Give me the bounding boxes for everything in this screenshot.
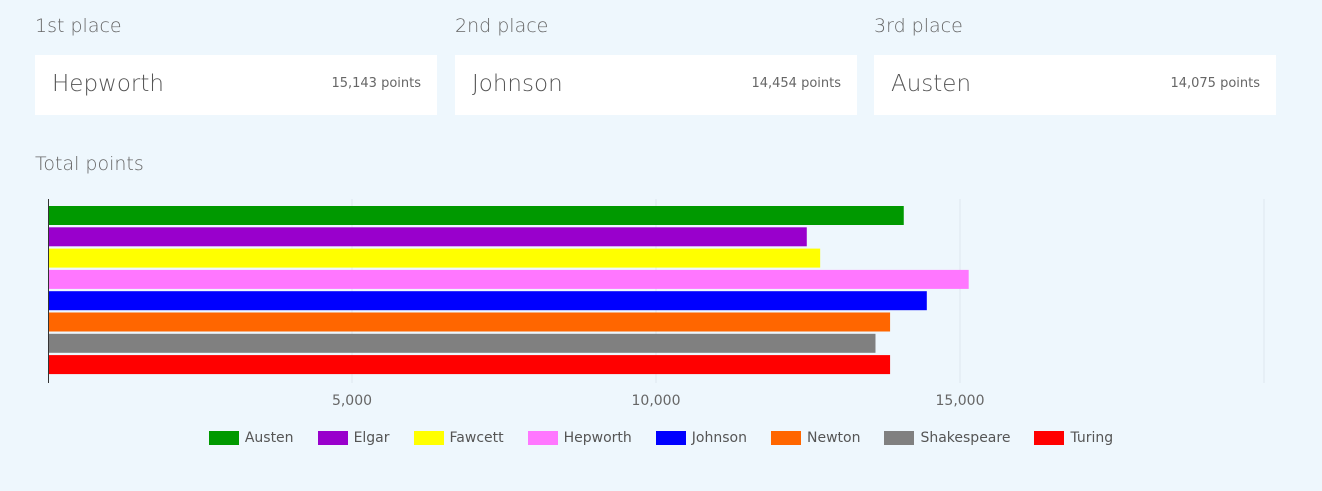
legend-swatch xyxy=(884,431,915,445)
legend-item-austen[interactable]: Austen xyxy=(208,430,294,446)
legend-label: Elgar xyxy=(353,430,390,446)
legend-item-shakespeare[interactable]: Shakespeare xyxy=(884,430,1010,446)
legend-label: Newton xyxy=(806,430,861,446)
chart-legend: Austen Elgar Fawcett Hepworth Johnson Newton S… xyxy=(0,430,1322,446)
legend-label: Fawcett xyxy=(449,430,504,446)
first-place-card: Hepworth 15,143 points xyxy=(35,55,437,115)
chart-title: Total points xyxy=(35,153,144,175)
second-place-card: Johnson 14,454 points xyxy=(455,55,857,115)
second-place-label: 2nd place xyxy=(455,15,549,37)
legend-swatch xyxy=(317,431,348,445)
third-place-name: Austen xyxy=(891,71,972,97)
legend-item-turing[interactable]: Turing xyxy=(1034,430,1113,446)
first-place-name: Hepworth xyxy=(52,71,164,97)
total-points-chart: 5,000 10,000 15,000 xyxy=(48,199,1265,409)
legend-label: Shakespeare xyxy=(920,430,1011,446)
first-place-points: 15,143 points xyxy=(331,76,421,91)
legend-label: Johnson xyxy=(691,430,747,446)
legend-item-fawcett[interactable]: Fawcett xyxy=(413,430,504,446)
x-tick-label: 15,000 xyxy=(936,393,985,409)
third-place-card: Austen 14,075 points xyxy=(874,55,1276,115)
legend-item-elgar[interactable]: Elgar xyxy=(317,430,390,446)
x-tick-label: 10,000 xyxy=(632,393,681,409)
legend-item-newton[interactable]: Newton xyxy=(770,430,861,446)
bar-fawcett[interactable] xyxy=(48,248,821,268)
legend-label: Austen xyxy=(244,430,294,446)
first-place-label: 1st place xyxy=(35,15,122,37)
second-place-name: Johnson xyxy=(472,71,563,97)
bar-shakespeare[interactable] xyxy=(48,333,876,353)
bar-elgar[interactable] xyxy=(48,227,807,247)
legend-item-johnson[interactable]: Johnson xyxy=(655,430,747,446)
legend-label: Hepworth xyxy=(563,430,632,446)
second-place-points: 14,454 points xyxy=(751,76,841,91)
x-tick-label: 5,000 xyxy=(332,393,372,409)
legend-swatch xyxy=(413,431,444,445)
legend-swatch xyxy=(527,431,558,445)
bar-austen[interactable] xyxy=(48,206,904,225)
legend-swatch xyxy=(208,431,239,445)
bar-turing[interactable] xyxy=(48,355,891,375)
third-place-label: 3rd place xyxy=(874,15,963,37)
bar-johnson[interactable] xyxy=(48,291,927,311)
third-place-points: 14,075 points xyxy=(1170,76,1260,91)
bar-hepworth[interactable] xyxy=(48,269,969,289)
legend-label: Turing xyxy=(1070,430,1114,446)
legend-swatch xyxy=(655,431,686,445)
bar-newton[interactable] xyxy=(48,312,891,332)
legend-item-hepworth[interactable]: Hepworth xyxy=(527,430,632,446)
legend-swatch xyxy=(1034,431,1065,445)
legend-swatch xyxy=(770,431,801,445)
